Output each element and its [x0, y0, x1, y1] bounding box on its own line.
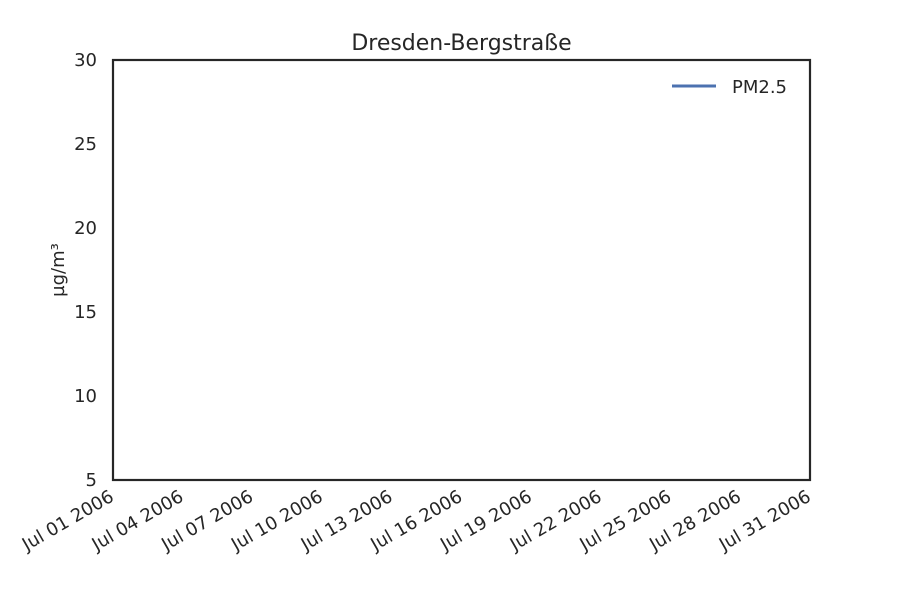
y-tick-label: 10	[74, 386, 97, 407]
y-axis-label: µg/m³	[48, 243, 69, 297]
chart-title: Dresden-Bergstraße	[351, 31, 571, 56]
legend: PM2.5	[672, 77, 787, 98]
plot-area	[113, 60, 810, 480]
y-tick-label: 20	[74, 218, 97, 239]
legend-label-pm25: PM2.5	[732, 77, 787, 98]
y-axis: 5 10 15 20 25 30	[74, 50, 97, 491]
plot-frame	[111, 58, 812, 482]
y-tick-label: 30	[74, 50, 97, 71]
y-tick-label: 25	[74, 134, 97, 155]
y-tick-label: 15	[74, 302, 97, 323]
y-tick-label: 5	[86, 470, 97, 491]
